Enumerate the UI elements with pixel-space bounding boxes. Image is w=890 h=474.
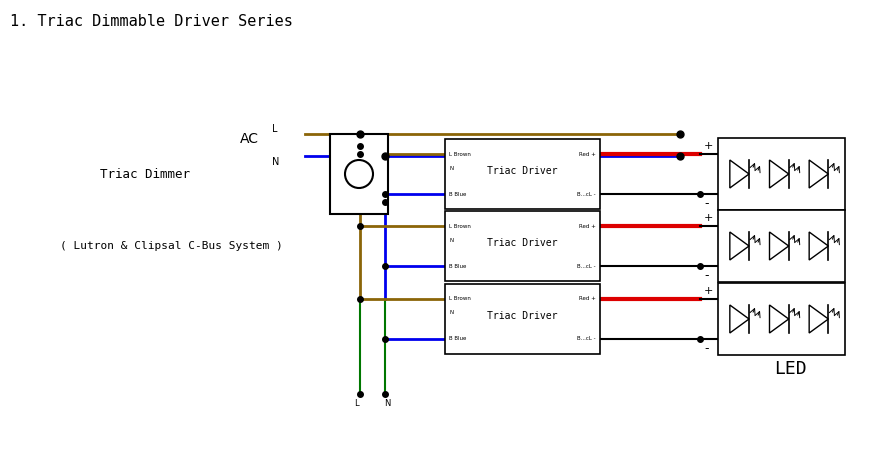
Bar bbox=[330, 134, 388, 214]
Text: +: + bbox=[704, 286, 714, 296]
Text: Triac Driver: Triac Driver bbox=[487, 238, 558, 248]
Text: +: + bbox=[704, 213, 714, 223]
Text: LED: LED bbox=[773, 360, 806, 378]
Text: L: L bbox=[272, 124, 278, 134]
Text: N: N bbox=[384, 399, 390, 408]
Circle shape bbox=[345, 160, 373, 188]
Text: L Brown: L Brown bbox=[449, 297, 471, 301]
Text: -: - bbox=[704, 343, 708, 356]
Text: B...cL -: B...cL - bbox=[578, 264, 596, 268]
Text: Triac Driver: Triac Driver bbox=[487, 311, 558, 321]
Bar bbox=[445, 211, 600, 281]
Text: Red +: Red + bbox=[579, 297, 596, 301]
Text: ( Lutron & Clipsal C-Bus System ): ( Lutron & Clipsal C-Bus System ) bbox=[60, 241, 283, 251]
Text: B...cL -: B...cL - bbox=[578, 337, 596, 341]
Text: Triac Dimmer: Triac Dimmer bbox=[100, 167, 190, 181]
Text: L Brown: L Brown bbox=[449, 224, 471, 228]
Text: Triac Driver: Triac Driver bbox=[487, 166, 558, 176]
Text: B...cL -: B...cL - bbox=[578, 191, 596, 197]
Text: B Blue: B Blue bbox=[449, 264, 466, 268]
Text: N: N bbox=[272, 157, 279, 167]
Text: Red +: Red + bbox=[579, 224, 596, 228]
Bar bbox=[445, 139, 600, 209]
Text: -: - bbox=[704, 270, 708, 283]
Text: B Blue: B Blue bbox=[449, 337, 466, 341]
Bar bbox=[718, 138, 845, 210]
Bar bbox=[718, 210, 845, 282]
Text: L Brown: L Brown bbox=[449, 152, 471, 156]
Text: Red +: Red + bbox=[579, 152, 596, 156]
Text: N: N bbox=[449, 310, 453, 316]
Text: B Blue: B Blue bbox=[449, 191, 466, 197]
Bar bbox=[718, 283, 845, 355]
Text: N: N bbox=[449, 165, 453, 171]
Bar bbox=[445, 284, 600, 354]
Text: -: - bbox=[704, 198, 708, 210]
Text: +: + bbox=[704, 141, 714, 151]
Text: 1. Triac Dimmable Driver Series: 1. Triac Dimmable Driver Series bbox=[10, 14, 293, 29]
Text: AC: AC bbox=[240, 132, 259, 146]
Text: N: N bbox=[449, 237, 453, 243]
Text: L: L bbox=[353, 399, 359, 408]
